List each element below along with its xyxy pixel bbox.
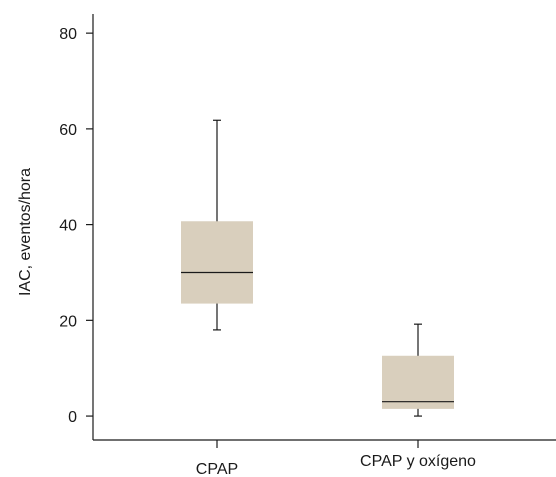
y-tick-label: 60 [59, 122, 77, 139]
box-body [382, 355, 454, 409]
y-tick-label: 80 [59, 26, 77, 43]
y-axis-title: IAC, eventos/hora [17, 168, 34, 296]
box-1 [181, 119, 253, 331]
x-tick-label: CPAP y oxígeno [360, 453, 476, 470]
y-tick-label: 0 [68, 409, 77, 426]
boxes [181, 119, 454, 417]
y-ticks: 0 20 40 60 80 [59, 26, 93, 426]
box-2 [382, 323, 454, 417]
box-body [181, 221, 253, 304]
axes [92, 14, 556, 441]
x-tick-label: CPAP [196, 461, 238, 477]
y-tick-label: 40 [59, 218, 77, 235]
y-tick-label: 20 [59, 313, 77, 330]
x-ticks: CPAP CPAP y oxígeno [196, 440, 476, 477]
